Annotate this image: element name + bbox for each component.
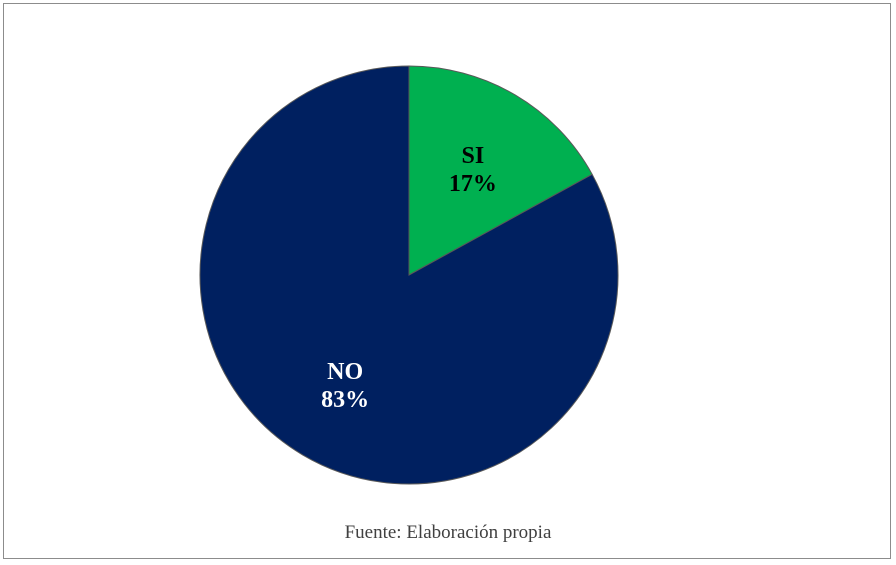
source-note: Fuente: Elaboración propia <box>344 522 552 543</box>
slice-label-no: NO <box>327 359 363 385</box>
pie-slice-no <box>199 65 619 485</box>
pie-slice-si <box>408 65 593 276</box>
slice-label-si: SI <box>461 143 484 169</box>
pie-slices <box>199 65 619 485</box>
slice-percent-si: 17% <box>449 171 497 197</box>
slice-percent-no: 83% <box>321 387 369 413</box>
